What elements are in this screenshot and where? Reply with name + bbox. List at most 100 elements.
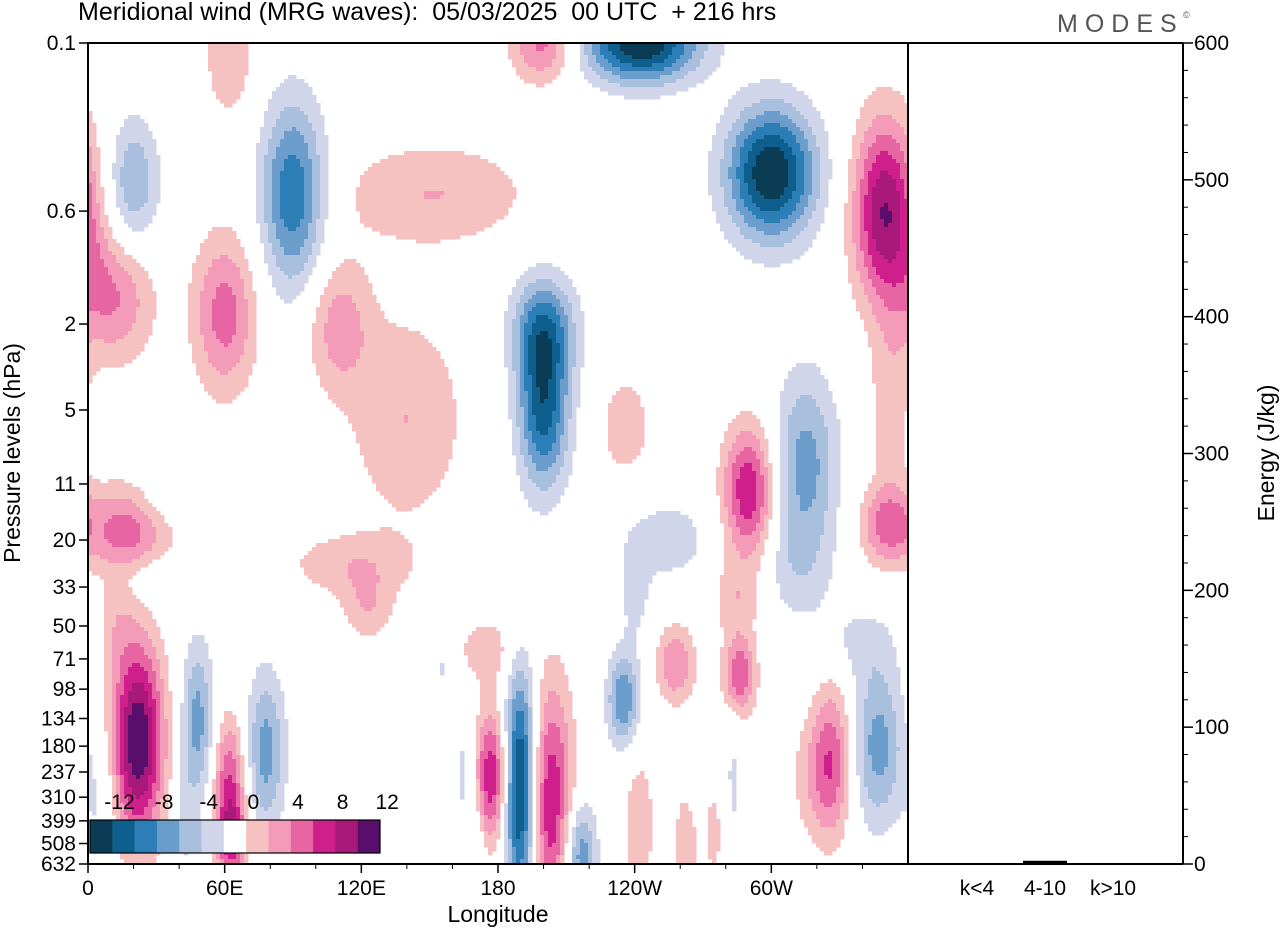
wind-cell <box>780 591 825 596</box>
wind-cell <box>516 671 525 676</box>
wind-cell <box>780 443 789 448</box>
wind-cell <box>868 515 877 520</box>
wind-cell <box>524 323 533 328</box>
wind-cell <box>808 743 817 748</box>
wind-cell <box>256 191 265 196</box>
y-tick-label: 237 <box>41 761 76 784</box>
wind-cell <box>856 739 865 744</box>
wind-cell <box>740 499 757 504</box>
wind-cell <box>620 59 665 64</box>
wind-cell <box>360 599 377 604</box>
wind-cell <box>512 355 521 360</box>
wind-cell <box>744 143 753 148</box>
wind-cell <box>148 723 153 728</box>
wind-cell <box>872 363 908 368</box>
wind-cell <box>116 703 121 708</box>
wind-cell <box>860 799 873 804</box>
wind-cell <box>512 823 517 828</box>
wind-cell <box>100 575 133 580</box>
wind-cell <box>596 59 609 64</box>
wind-cell <box>92 339 105 344</box>
wind-cell <box>204 763 209 768</box>
wind-cell <box>820 191 829 196</box>
wind-cell <box>204 715 209 720</box>
wind-cell <box>248 735 253 740</box>
wind-cell <box>556 43 565 48</box>
wind-cell <box>568 327 577 332</box>
wind-cell <box>164 707 173 712</box>
wind-cell <box>388 499 425 504</box>
wind-cell <box>568 439 577 444</box>
wind-cell <box>868 127 905 132</box>
wind-cell <box>872 755 889 760</box>
wind-cell <box>896 543 908 548</box>
wind-cell <box>180 747 189 752</box>
wind-cell <box>160 747 169 752</box>
wind-cell <box>840 759 845 764</box>
wind-cell <box>584 839 593 844</box>
wind-cell <box>140 623 157 628</box>
wind-cell <box>780 123 797 128</box>
wind-cell <box>300 271 313 276</box>
wind-cell <box>108 771 113 776</box>
wind-cell <box>320 215 329 220</box>
wind-cell <box>320 159 329 164</box>
wind-cell <box>568 299 581 304</box>
wind-cell <box>800 799 813 804</box>
wind-cell <box>264 119 277 124</box>
wind-cell <box>760 463 765 468</box>
wind-cell <box>860 203 865 208</box>
wind-cell <box>628 711 637 716</box>
wind-cell <box>116 191 125 196</box>
wind-cell <box>216 795 221 800</box>
wind-cell <box>852 215 861 220</box>
wind-cell <box>820 847 837 852</box>
wind-cell <box>748 187 757 192</box>
wind-cell <box>864 259 873 264</box>
wind-cell <box>536 791 541 796</box>
wind-cell <box>524 743 529 748</box>
wind-cell <box>276 155 289 160</box>
wind-cell <box>844 731 849 736</box>
wind-cell <box>880 275 905 280</box>
wind-cell <box>352 623 385 628</box>
wind-cell <box>156 655 169 660</box>
wind-cell <box>528 699 533 704</box>
wind-cell <box>188 767 205 772</box>
wind-cell <box>520 295 533 300</box>
wind-cell <box>512 779 517 784</box>
wind-cell <box>624 555 693 560</box>
wind-cell <box>124 219 153 224</box>
wind-cell <box>524 835 529 840</box>
wind-cell <box>524 287 561 292</box>
wind-cell <box>272 763 281 768</box>
colorbar-label: -4 <box>199 791 218 814</box>
wind-cell <box>536 819 541 824</box>
wind-cell <box>212 263 237 268</box>
wind-cell <box>280 187 305 192</box>
wind-cell <box>120 719 125 724</box>
wind-cell <box>92 195 97 200</box>
wind-cell <box>552 367 557 372</box>
wind-cell <box>480 803 485 808</box>
wind-cell <box>188 755 205 760</box>
wind-cell <box>904 151 908 156</box>
wind-cell <box>616 695 633 700</box>
wind-cell <box>216 399 233 404</box>
wind-cell <box>868 791 893 796</box>
wind-cell <box>312 359 333 364</box>
wind-cell <box>756 215 789 220</box>
wind-cell <box>368 467 449 472</box>
wind-cell <box>544 67 561 72</box>
wind-cell <box>784 99 813 104</box>
wind-cell <box>148 631 161 636</box>
wind-cell <box>604 683 613 688</box>
wind-cell <box>200 299 213 304</box>
wind-cell <box>180 707 189 712</box>
wind-cell <box>752 667 761 672</box>
wind-cell <box>276 151 309 156</box>
wind-cell <box>540 395 549 400</box>
wind-cell <box>560 811 565 816</box>
wind-cell <box>864 547 877 552</box>
